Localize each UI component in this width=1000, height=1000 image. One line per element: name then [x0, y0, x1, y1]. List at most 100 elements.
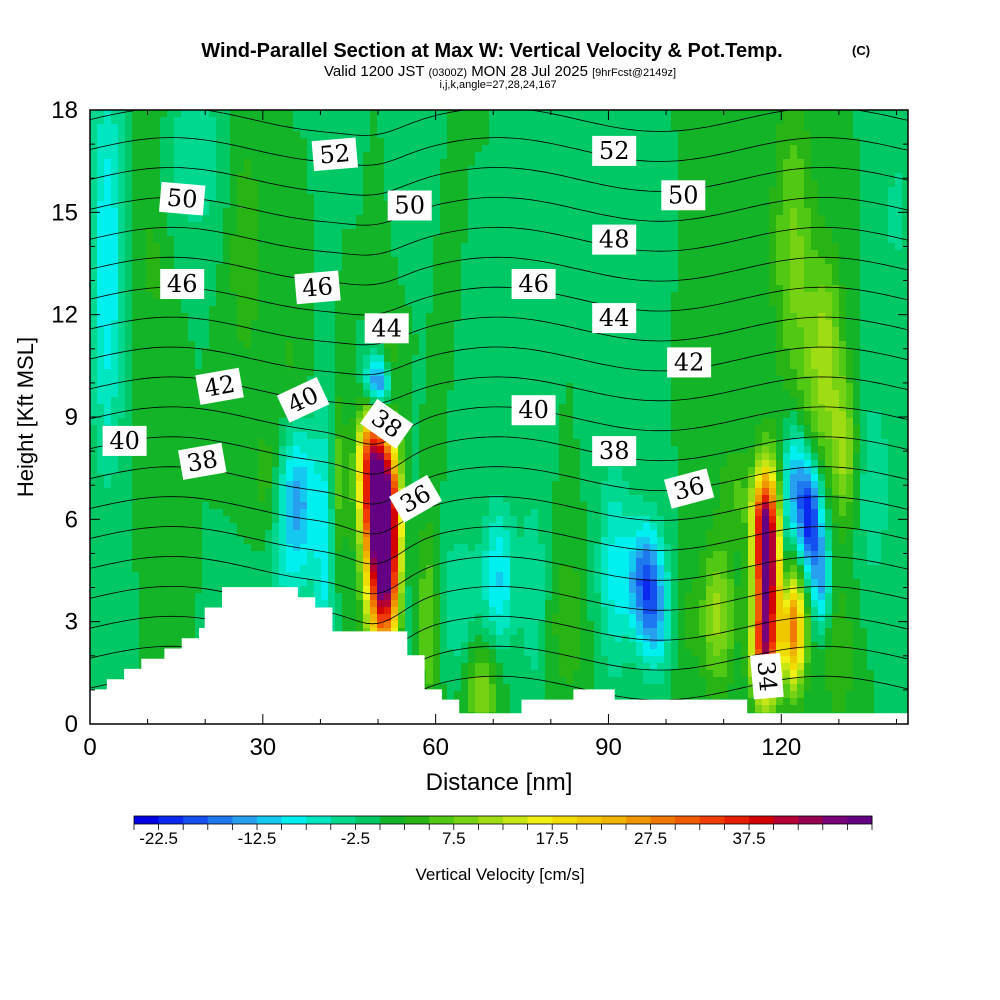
- field-cell: [797, 376, 805, 384]
- field-cell: [454, 222, 462, 230]
- field-cell: [587, 313, 595, 321]
- field-cell: [622, 362, 630, 370]
- field-cell: [195, 299, 203, 307]
- field-cell: [832, 110, 840, 118]
- field-cell: [293, 320, 301, 328]
- field-cell: [237, 313, 245, 321]
- field-cell: [475, 138, 483, 146]
- field-cell: [804, 208, 812, 216]
- field-cell: [342, 243, 350, 251]
- field-cell: [216, 145, 224, 153]
- field-cell: [111, 362, 119, 370]
- field-cell: [846, 292, 854, 300]
- field-cell: [895, 334, 903, 342]
- field-cell: [790, 152, 798, 160]
- field-cell: [146, 327, 154, 335]
- field-cell: [678, 376, 686, 384]
- field-cell: [482, 152, 490, 160]
- field-cell: [454, 271, 462, 279]
- field-cell: [363, 159, 371, 167]
- field-cell: [790, 194, 798, 202]
- field-cell: [314, 222, 322, 230]
- field-cell: [349, 341, 357, 349]
- field-cell: [412, 229, 420, 237]
- field-cell: [370, 306, 378, 314]
- field-cell: [111, 145, 119, 153]
- field-cell: [559, 201, 567, 209]
- field-cell: [426, 292, 434, 300]
- field-cell: [727, 313, 735, 321]
- field-cell: [104, 173, 112, 181]
- field-cell: [300, 327, 308, 335]
- field-cell: [202, 208, 210, 216]
- field-cell: [811, 376, 819, 384]
- field-cell: [335, 306, 343, 314]
- field-cell: [783, 243, 791, 251]
- field-cell: [867, 117, 875, 125]
- field-cell: [377, 173, 385, 181]
- field-cell: [195, 236, 203, 244]
- field-cell: [776, 264, 784, 272]
- field-cell: [748, 145, 756, 153]
- field-cell: [559, 124, 567, 132]
- field-cell: [671, 124, 679, 132]
- field-cell: [524, 355, 532, 363]
- field-cell: [293, 376, 301, 384]
- field-cell: [454, 334, 462, 342]
- field-cell: [580, 124, 588, 132]
- field-cell: [706, 341, 714, 349]
- field-cell: [643, 278, 651, 286]
- field-cell: [741, 383, 749, 391]
- field-cell: [832, 376, 840, 384]
- field-cell: [370, 376, 378, 384]
- field-cell: [104, 369, 112, 377]
- field-cell: [601, 124, 609, 132]
- field-cell: [363, 187, 371, 195]
- field-cell: [846, 383, 854, 391]
- field-cell: [902, 138, 908, 146]
- field-cell: [454, 110, 462, 118]
- field-cell: [811, 243, 819, 251]
- field-cell: [104, 285, 112, 293]
- field-cell: [510, 341, 518, 349]
- field-cell: [650, 208, 658, 216]
- field-cell: [762, 327, 770, 335]
- field-cell: [748, 306, 756, 314]
- field-cell: [202, 320, 210, 328]
- field-cell: [181, 306, 189, 314]
- field-cell: [482, 180, 490, 188]
- field-cell: [622, 271, 630, 279]
- field-cell: [279, 173, 287, 181]
- field-cell: [699, 243, 707, 251]
- field-cell: [153, 313, 161, 321]
- field-cell: [496, 138, 504, 146]
- field-cell: [90, 362, 98, 370]
- field-cell: [601, 208, 609, 216]
- field-cell: [321, 257, 329, 265]
- field-cell: [97, 313, 105, 321]
- field-cell: [580, 327, 588, 335]
- field-cell: [881, 166, 889, 174]
- field-cell: [580, 194, 588, 202]
- field-cell: [475, 208, 483, 216]
- field-cell: [111, 229, 119, 237]
- field-cell: [279, 117, 287, 125]
- field-cell: [111, 180, 119, 188]
- field-cell: [146, 313, 154, 321]
- field-cell: [769, 152, 777, 160]
- field-cell: [825, 166, 833, 174]
- field-cell: [713, 306, 721, 314]
- field-cell: [573, 271, 581, 279]
- field-cell: [265, 327, 273, 335]
- field-cell: [636, 201, 644, 209]
- field-cell: [356, 404, 364, 412]
- field-cell: [454, 243, 462, 251]
- field-cell: [370, 173, 378, 181]
- field-cell: [237, 320, 245, 328]
- field-cell: [888, 278, 896, 286]
- field-cell: [734, 194, 742, 202]
- field-cell: [790, 215, 798, 223]
- field-cell: [216, 243, 224, 251]
- field-cell: [90, 257, 98, 265]
- field-cell: [881, 264, 889, 272]
